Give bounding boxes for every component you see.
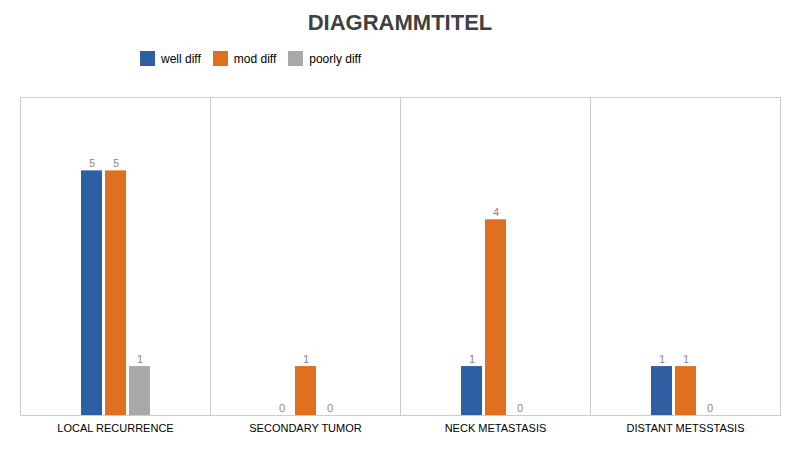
svg-text:1: 1 [137, 353, 143, 365]
svg-text:4: 4 [493, 206, 499, 218]
svg-text:DISTANT METSSTASIS: DISTANT METSSTASIS [627, 422, 745, 434]
svg-text:5: 5 [113, 157, 119, 169]
svg-text:LOCAL RECURRENCE: LOCAL RECURRENCE [57, 422, 173, 434]
svg-text:1: 1 [303, 353, 309, 365]
svg-text:NECK METASTASIS: NECK METASTASIS [445, 422, 547, 434]
svg-text:1: 1 [659, 353, 665, 365]
svg-text:0: 0 [517, 402, 523, 414]
html-text:well diff: well diff [161, 51, 201, 66]
svg-text:1: 1 [469, 353, 475, 365]
svg-text:0: 0 [707, 402, 713, 414]
svg-text:0: 0 [279, 402, 285, 414]
svg-text:SECONDARY TUMOR: SECONDARY TUMOR [249, 422, 362, 434]
svg-text:1: 1 [683, 353, 689, 365]
svg-text:5: 5 [89, 157, 95, 169]
html-text:poorly diff: poorly diff [309, 51, 362, 66]
svg-text:0: 0 [327, 402, 333, 414]
html-text:DIAGRAMMTITEL: DIAGRAMMTITEL [307, 10, 493, 35]
html-text:mod diff: mod diff [233, 51, 277, 66]
